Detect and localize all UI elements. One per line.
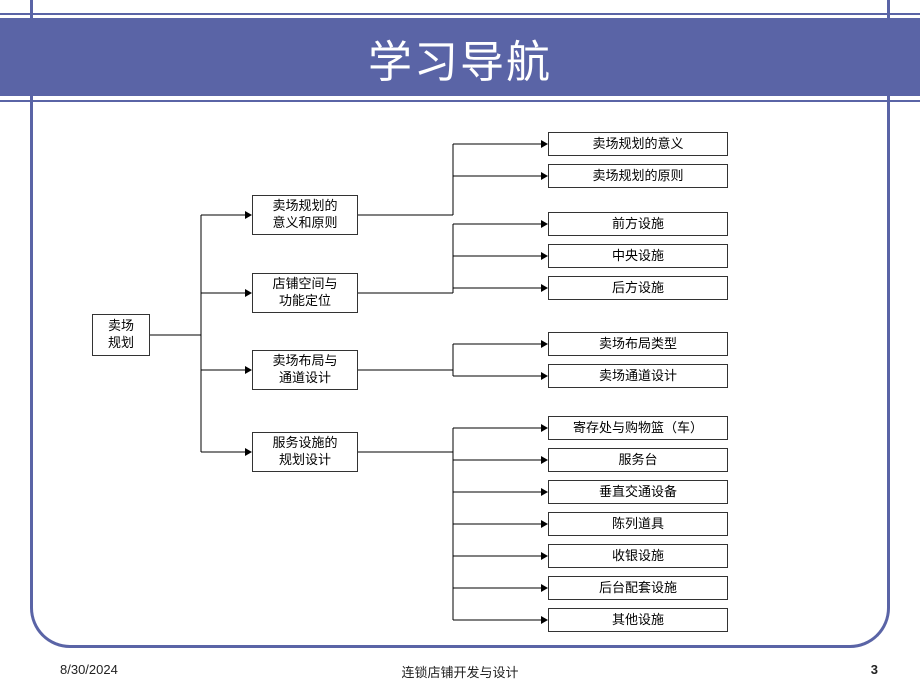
level3-node: 卖场规划的意义 — [548, 132, 728, 156]
level3-node: 陈列道具 — [548, 512, 728, 536]
slide-title: 学习导航 — [0, 26, 920, 90]
level3-node: 中央设施 — [548, 244, 728, 268]
connector-lines — [0, 110, 920, 650]
level3-node: 寄存处与购物篮（车） — [548, 416, 728, 440]
level3-node: 收银设施 — [548, 544, 728, 568]
level3-node: 服务台 — [548, 448, 728, 472]
level3-node: 卖场通道设计 — [548, 364, 728, 388]
level3-node: 卖场布局类型 — [548, 332, 728, 356]
level3-node: 后方设施 — [548, 276, 728, 300]
level2-node: 店铺空间与 功能定位 — [252, 273, 358, 313]
footer: 8/30/2024 连锁店铺开发与设计 3 — [0, 662, 920, 682]
tree-diagram: 卖场 规划 卖场规划的 意义和原则店铺空间与 功能定位卖场布局与 通道设计服务设施… — [0, 110, 920, 650]
level3-node: 卖场规划的原则 — [548, 164, 728, 188]
level2-node: 卖场布局与 通道设计 — [252, 350, 358, 390]
level3-node: 前方设施 — [548, 212, 728, 236]
footer-page-number: 3 — [871, 662, 878, 677]
level2-node: 服务设施的 规划设计 — [252, 432, 358, 472]
level3-node: 后台配套设施 — [548, 576, 728, 600]
level3-node: 垂直交通设备 — [548, 480, 728, 504]
level3-node: 其他设施 — [548, 608, 728, 632]
footer-title: 连锁店铺开发与设计 — [0, 662, 920, 681]
root-node: 卖场 规划 — [92, 314, 150, 356]
level2-node: 卖场规划的 意义和原则 — [252, 195, 358, 235]
